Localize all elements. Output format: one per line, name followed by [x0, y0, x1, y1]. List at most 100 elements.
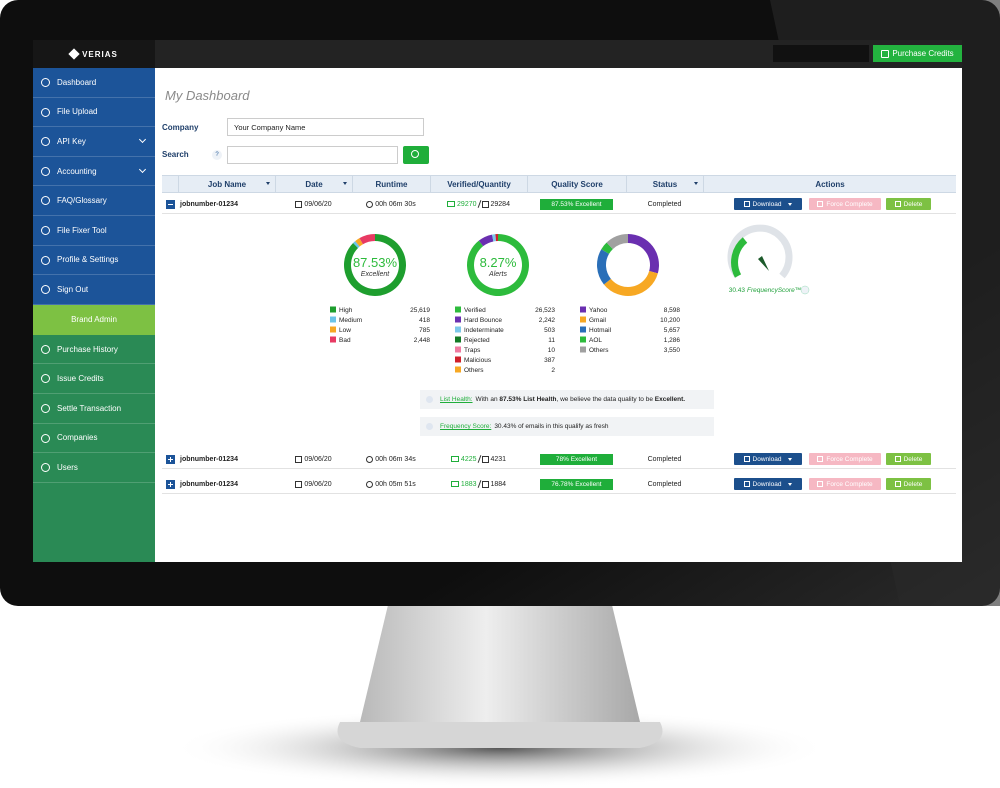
column-header[interactable]: Date: [275, 176, 352, 192]
gauge-fill: [731, 237, 748, 278]
help-icon[interactable]: [800, 285, 810, 295]
column-header[interactable]: Status: [626, 176, 703, 192]
expand-toggle[interactable]: [165, 454, 175, 464]
note-text: 30.43% of emails in this qualify as fres…: [494, 423, 609, 430]
button-icon: [894, 201, 901, 207]
button-icon: [743, 481, 750, 487]
expand-toggle[interactable]: [165, 479, 175, 489]
column-label: Status: [652, 179, 678, 189]
column-header[interactable]: Job Name: [178, 176, 275, 192]
expand-cell: [162, 450, 178, 468]
action-button[interactable]: Force Complete: [809, 478, 881, 490]
button-icon: [894, 456, 901, 462]
verified-icon: [450, 456, 459, 462]
legend-value: 785: [419, 327, 430, 334]
nav-item[interactable]: FAQ/Glossary: [33, 186, 155, 216]
help-icon[interactable]: [426, 423, 433, 430]
nav-item[interactable]: File Fixer Tool: [33, 216, 155, 246]
help-icon[interactable]: ?: [212, 150, 222, 160]
dropdown-caret: [788, 457, 793, 461]
company-select[interactable]: Your Company Name: [227, 118, 424, 136]
expand-toggle[interactable]: [165, 199, 175, 209]
nav-item[interactable]: Settle Transaction: [33, 394, 155, 424]
nav-label: Users: [57, 462, 78, 472]
status-cell: Completed: [626, 475, 703, 493]
nav-item[interactable]: Users: [33, 453, 155, 483]
donut-segment: [628, 234, 659, 274]
nav-item[interactable]: Profile & Settings: [33, 245, 155, 276]
date-cell: 09/06/20: [275, 195, 352, 213]
nav-item[interactable]: Purchase History: [33, 334, 155, 365]
donut-segment: [495, 234, 496, 242]
search-input[interactable]: [227, 146, 398, 164]
nav-icon: [41, 404, 50, 413]
nav-icon: [41, 226, 50, 235]
button-label: Force Complete: [826, 200, 873, 208]
donut-center-label: Alerts: [488, 271, 507, 278]
button-label: Force Complete: [826, 480, 873, 488]
search-button[interactable]: [403, 146, 429, 164]
nav-label: Settle Transaction: [57, 403, 122, 413]
actions-cell: Download Force Complete Delete: [703, 195, 956, 213]
table-row: jobnumber-01234 09/06/20 00h 06m 34s 4225 42…: [162, 450, 956, 469]
legend-label: AOL: [589, 337, 602, 344]
action-button[interactable]: Force Complete: [809, 453, 881, 465]
toggle-bar: [169, 481, 171, 487]
legend-value: 418: [419, 317, 430, 324]
column-header: Verified/Quantity: [430, 176, 527, 192]
action-button[interactable]: Delete: [886, 478, 931, 490]
button-label: Force Complete: [826, 455, 873, 463]
gauge-value: 30.43: [729, 287, 746, 294]
action-button[interactable]: Download: [734, 198, 802, 210]
action-button[interactable]: Force Complete: [809, 198, 881, 210]
nav-label: API Key: [57, 136, 86, 146]
action-button[interactable]: Download: [734, 478, 802, 490]
legend-label: Rejected: [464, 337, 490, 344]
action-button[interactable]: Delete: [886, 453, 931, 465]
note-link[interactable]: Frequency Score:: [440, 423, 492, 430]
nav-icon: [41, 196, 50, 206]
job-cell: jobnumber-01234: [178, 475, 275, 493]
separator: [477, 480, 481, 488]
quantity: 1884: [490, 480, 507, 488]
nav-item[interactable]: API Key: [33, 127, 155, 157]
nav-item[interactable]: Issue Credits: [33, 364, 155, 394]
verified-icon: [450, 481, 459, 487]
column-label: Quality Score: [551, 179, 603, 189]
button-icon: [894, 481, 901, 487]
column-label: Date: [305, 179, 323, 189]
logo-text: VERIAS: [82, 49, 118, 59]
legend-value: 1,286: [664, 337, 681, 344]
column-header: Actions: [703, 176, 956, 192]
sort-icon: [694, 182, 698, 185]
top-search: [773, 45, 869, 62]
legend-label: Malicious: [464, 357, 492, 364]
nav-section: Brand Admin: [33, 304, 155, 335]
nav-icon: [41, 255, 50, 265]
chevron: [138, 165, 147, 173]
nav-icon: [41, 463, 50, 473]
quantity-icon: [481, 455, 489, 463]
donut-center-value: 87.53%: [353, 255, 398, 270]
legend-label: Yahoo: [589, 307, 608, 314]
nav-item[interactable]: Sign Out: [33, 275, 155, 305]
icon: [881, 49, 890, 58]
note-link[interactable]: List Health:: [440, 396, 473, 403]
action-button[interactable]: Download: [734, 453, 802, 465]
verified: 1883: [460, 480, 477, 488]
icon: [411, 150, 419, 158]
action-button[interactable]: Delete: [886, 198, 931, 210]
nav-item[interactable]: Companies: [33, 423, 155, 454]
nav-item[interactable]: File Upload: [33, 97, 155, 128]
clock-icon: [366, 200, 374, 208]
nav-item[interactable]: Dashboard: [33, 68, 155, 98]
nav-item[interactable]: Accounting: [33, 156, 155, 187]
help-icon[interactable]: [426, 396, 433, 403]
legend-swatch: [455, 316, 461, 323]
column-label: Verified/Quantity: [447, 179, 511, 189]
quality-badge: 87.53% Excellent: [540, 198, 613, 210]
legend-value: 503: [544, 327, 555, 334]
purchase-credits-button[interactable]: Purchase Credits: [873, 45, 962, 62]
quantity: 29284: [490, 200, 510, 208]
